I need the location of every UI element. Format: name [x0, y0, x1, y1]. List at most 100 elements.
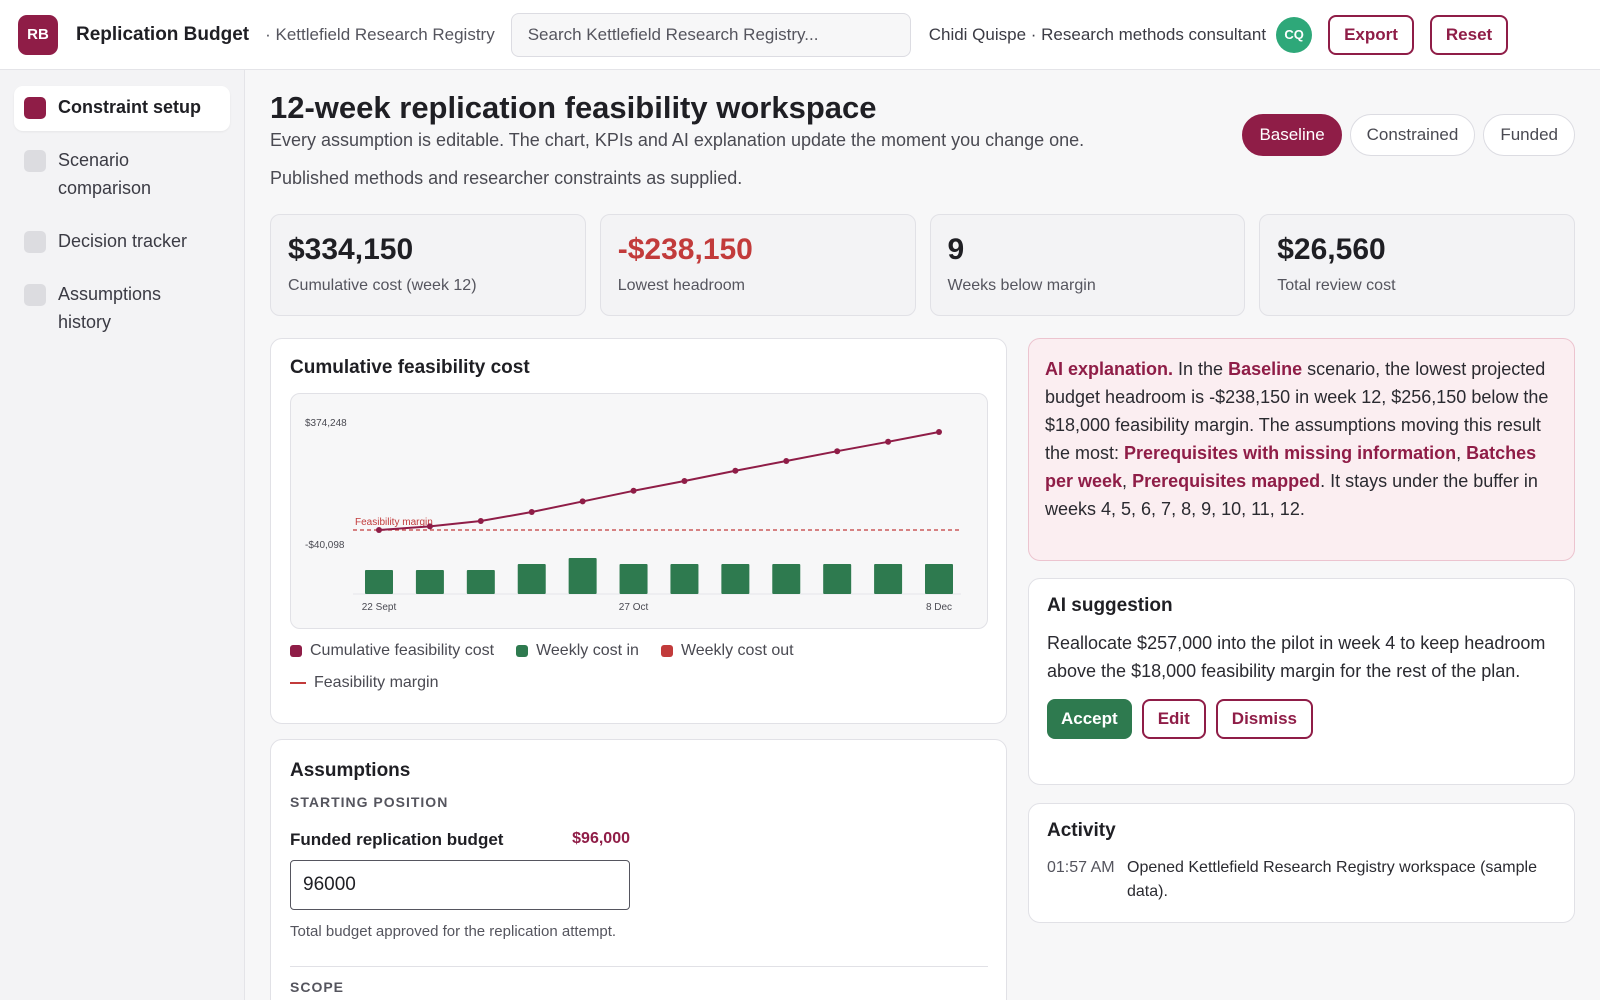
section-label: SCOPE	[290, 979, 345, 995]
legend-item-cost-in: Weekly cost in	[516, 641, 639, 661]
cumulative-cost-point	[376, 527, 382, 533]
kpi-total-review-cost: $26,560 Total review cost	[1259, 214, 1575, 316]
legend-item-margin: Feasibility margin	[290, 673, 790, 693]
y-axis-top-label: $374,248	[305, 418, 347, 429]
cumulative-cost-point	[732, 467, 739, 474]
workspace-name: · Kettlefield Research Registry	[265, 24, 495, 44]
user-name: Chidi Quispe · Research methods consulta…	[928, 24, 1267, 44]
scenario-baseline-button[interactable]: Baseline	[1242, 114, 1342, 156]
sidebar-item-scenario-comparison[interactable]: Scenario comparison	[14, 139, 230, 212]
chart-title: Cumulative feasibility cost	[290, 357, 530, 378]
sidebar-item-label: Decision tracker	[58, 231, 188, 251]
sidebar: Constraint setup Scenario comparison Dec…	[0, 70, 245, 1000]
x-tick-label: 27 Oct	[619, 602, 649, 613]
legend-swatch	[290, 645, 302, 657]
activity-item: 01:57 AM Opened Kettlefield Research Reg…	[1047, 856, 1556, 904]
top-bar: RB Replication Budget · Kettlefield Rese…	[0, 0, 1600, 70]
cumulative-cost-line	[378, 431, 940, 531]
x-tick-label: 22 Sept	[362, 602, 397, 613]
cumulative-cost-point	[528, 509, 535, 516]
cumulative-cost-point	[783, 457, 790, 464]
avatar[interactable]: CQ	[1276, 16, 1313, 53]
export-button[interactable]: Export	[1328, 14, 1414, 55]
kpi-value: -$238,150	[617, 233, 753, 266]
activity-text: Opened Kettlefield Research Registry wor…	[1127, 859, 1537, 900]
assumptions-card: Assumptions STARTING POSITION Funded rep…	[270, 739, 1007, 1000]
ai-suggestion-card: AI suggestion Reallocate $257,000 into t…	[1028, 578, 1575, 785]
funded-budget-input[interactable]	[290, 860, 630, 910]
sidebar-item-assumptions-history[interactable]: Assumptions history	[14, 273, 230, 346]
cumulative-cost-point	[681, 478, 688, 484]
weekly-cost-in-bar	[925, 564, 953, 594]
ai-scenario-name: Baseline	[1228, 359, 1303, 379]
kpi-label: Cumulative cost (week 12)	[288, 277, 477, 294]
cumulative-cost-point	[936, 429, 942, 435]
legend-swatch	[660, 645, 673, 657]
legend-swatch	[516, 645, 529, 657]
kpi-label: Weeks below margin	[947, 277, 1096, 294]
ai-explanation-lead: AI explanation.	[1045, 359, 1174, 379]
cumulative-cost-point	[477, 518, 484, 525]
ai-text: ,	[1122, 471, 1133, 491]
field-help: Total budget approved for the replicatio…	[290, 923, 617, 940]
weekly-cost-in-bar	[772, 564, 801, 594]
scenario-constrained-button[interactable]: Constrained	[1349, 114, 1476, 156]
y-axis-bottom-label: -$40,098	[305, 540, 345, 551]
reset-button[interactable]: Reset	[1429, 14, 1509, 55]
app-title: Replication Budget	[76, 23, 250, 45]
section-label: STARTING POSITION	[290, 794, 449, 810]
kpi-value: 9	[947, 233, 965, 266]
ai-text: In the	[1173, 359, 1229, 379]
dismiss-button[interactable]: Dismiss	[1215, 699, 1313, 739]
page-title: 12-week replication feasibility workspac…	[270, 90, 877, 125]
nav-square-icon	[24, 97, 46, 119]
weekly-cost-in-bar	[568, 558, 597, 594]
kpi-weeks-below-margin: 9 Weeks below margin	[929, 214, 1246, 316]
cumulative-cost-point	[834, 448, 841, 455]
sidebar-item-label: Scenario comparison	[58, 150, 152, 198]
kpi-value: $26,560	[1277, 233, 1386, 266]
legend-label: Weekly cost in	[536, 642, 639, 659]
sidebar-item-decision-tracker[interactable]: Decision tracker	[14, 220, 230, 265]
page-description: Every assumption is editable. The chart,…	[270, 130, 1085, 150]
chart-legend: Cumulative feasibility cost Weekly cost …	[290, 641, 890, 693]
weekly-cost-in-bar	[823, 564, 852, 594]
suggestion-actions: Accept Edit Dismiss	[1047, 699, 1556, 739]
ai-driver: Prerequisites with missing information	[1124, 443, 1457, 463]
weekly-cost-in-bar	[466, 570, 495, 594]
weekly-cost-in-bar	[517, 564, 546, 594]
legend-swatch	[290, 682, 306, 684]
activity-card: Activity 01:57 AM Opened Kettlefield Res…	[1028, 803, 1575, 923]
kpi-cumulative-cost: $334,150 Cumulative cost (week 12)	[270, 214, 586, 316]
suggestion-text: Reallocate $257,000 into the pilot in we…	[1047, 633, 1546, 681]
field-value-display: $96,000	[572, 830, 630, 847]
activity-title: Activity	[1047, 820, 1116, 841]
cumulative-cost-chart: $374,248 -$40,098 Feasibility margin 22 S…	[305, 418, 961, 613]
weekly-cost-in-bar	[721, 564, 750, 594]
legend-label: Weekly cost out	[680, 642, 794, 659]
legend-item-cumulative: Cumulative feasibility cost	[290, 641, 494, 661]
cumulative-cost-point	[885, 438, 892, 445]
legend-label: Cumulative feasibility cost	[310, 642, 495, 659]
weekly-cost-in-bar	[874, 564, 903, 594]
accept-button[interactable]: Accept	[1047, 699, 1132, 739]
ai-explanation-card: AI explanation. In the Baseline scenario…	[1028, 338, 1575, 561]
chart-area: $374,248 -$40,098 Feasibility margin 22 S…	[290, 393, 988, 629]
sidebar-item-constraint-setup[interactable]: Constraint setup	[14, 86, 230, 131]
edit-button[interactable]: Edit	[1141, 699, 1206, 739]
cumulative-cost-point	[630, 487, 637, 494]
sidebar-item-label: Constraint setup	[58, 97, 202, 117]
legend-item-cost-out: Weekly cost out	[660, 641, 794, 661]
feasibility-margin-label: Feasibility margin	[355, 517, 433, 528]
nav-square-icon	[24, 284, 46, 306]
weekly-cost-in-bar	[365, 570, 393, 594]
cumulative-cost-point	[426, 523, 433, 530]
ai-text: . It stays under the buffer in weeks 4, …	[1045, 471, 1538, 519]
search-input[interactable]	[510, 12, 911, 57]
field-label: Funded replication budget	[290, 830, 504, 849]
chart-card: Cumulative feasibility cost $374,248 -$4…	[270, 338, 1007, 724]
page-note: Published methods and researcher constra…	[270, 168, 743, 188]
scenario-funded-button[interactable]: Funded	[1483, 114, 1575, 156]
scenario-switcher: Baseline Constrained Funded	[1242, 114, 1575, 156]
ai-text: ,	[1456, 443, 1467, 463]
